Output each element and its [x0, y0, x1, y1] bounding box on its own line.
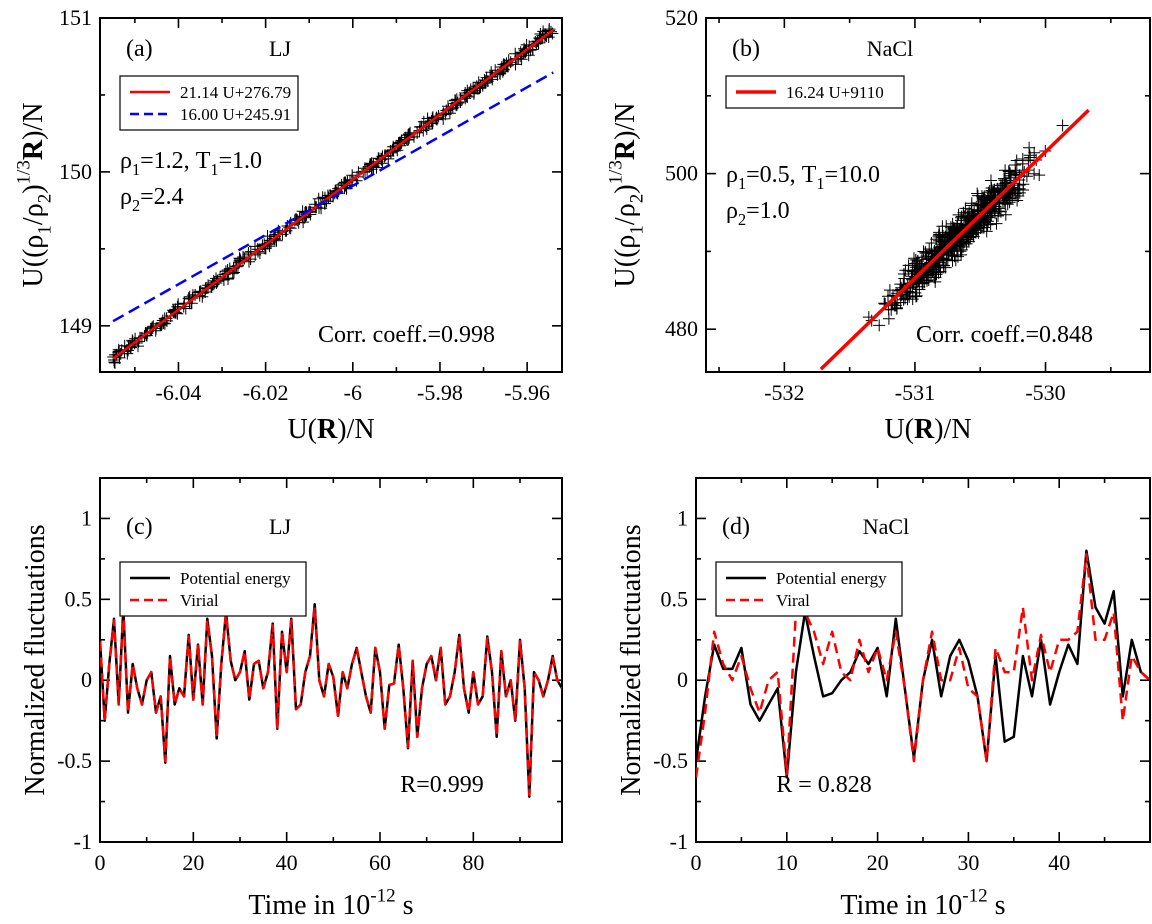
x-tick-label: -6.04: [156, 380, 202, 405]
legend-label: 16.00 U+245.91: [180, 105, 291, 124]
panel-label: (d): [722, 514, 750, 540]
y-tick-label: -0.5: [653, 748, 688, 773]
legend-label: 21.14 U+276.79: [180, 83, 291, 102]
corr-coeff-annotation: Corr. coeff.=0.998: [318, 322, 495, 348]
plot-frame: [695, 477, 1151, 843]
x-tick-label: 20: [182, 850, 204, 875]
x-axis-label: U(R)/N: [884, 414, 971, 445]
legend-label: Virial: [180, 591, 219, 610]
x-tick-label: 20: [867, 850, 889, 875]
corr-coeff-annotation: R = 0.828: [776, 772, 872, 798]
x-tick-label: 0: [95, 850, 106, 875]
x-tick-label: 40: [276, 850, 298, 875]
x-tick-label: -6.02: [243, 380, 289, 405]
x-axis-label: U(R)/N: [287, 414, 374, 445]
panel-label: (b): [732, 36, 760, 62]
x-tick-label: -6: [344, 380, 362, 405]
legend: Potential energy Virial: [119, 561, 307, 617]
corr-coeff-annotation: R=0.999: [400, 772, 484, 798]
y-tick-label: 1: [81, 505, 92, 530]
legend-box: [715, 561, 903, 617]
y-tick-label: 0: [677, 667, 688, 692]
x-tick-label: -530: [1025, 380, 1065, 405]
x-axis-label: Time in 10-12 s: [248, 885, 413, 921]
plot-area: [819, 108, 1090, 371]
y-tick-label: -0.5: [57, 748, 92, 773]
plot-frame: [99, 17, 563, 373]
panel-c: 0 20 40 60 80 -1 -0.5 0 0.5 1 (c) LJ Potential energ…: [20, 477, 563, 921]
panel-b: -532 -531 -530 480 500 520 (b) NaCl 16.24 U+9110…: [605, 5, 1151, 445]
y-tick-label: 0.5: [65, 586, 93, 611]
y-tick-label: 151: [59, 5, 92, 30]
x-tick-label: 10: [776, 850, 798, 875]
params-line-1: ρ1=0.5, T1=10.0: [726, 162, 880, 193]
system-label: LJ: [269, 514, 291, 539]
legend-label: Potential energy: [180, 569, 291, 588]
x-tick-label: -531: [895, 380, 935, 405]
x-tick-label: 80: [462, 850, 484, 875]
y-axis-label: Normalized fluctuations: [20, 524, 51, 795]
y-tick-label: 150: [59, 159, 92, 184]
panel-a: -6.04 -6.02 -6 -5.98 -5.96 149 150 151 (a) LJ 21.1…: [13, 5, 563, 445]
fit-line-1: [819, 108, 1090, 371]
y-tick-label: 500: [665, 161, 698, 186]
legend-label: Viral: [776, 591, 810, 610]
y-axis-label: U((ρ1/ρ2)1/3R)/N: [605, 103, 647, 288]
legend: 16.24 U+9110: [725, 75, 905, 109]
y-axis-label: Normalized fluctuations: [616, 524, 647, 795]
x-tick-label: -5.98: [417, 380, 463, 405]
plot-area: [696, 549, 1150, 779]
y-tick-label: 520: [665, 5, 698, 30]
system-label: NaCl: [867, 36, 913, 61]
legend-box: [119, 75, 299, 131]
y-tick-label: -1: [74, 829, 92, 854]
legend-label: Potential energy: [776, 569, 887, 588]
y-tick-label: 0: [81, 667, 92, 692]
plot-frame: [705, 17, 1151, 373]
params-line-1: ρ1=1.2, T1=1.0: [120, 148, 262, 179]
panel-d: 0 10 20 30 40 -1 -0.5 0 0.5 1 (d) NaCl Potential ene…: [616, 477, 1151, 921]
plot-area: [107, 23, 559, 369]
legend: 21.14 U+276.79 16.00 U+245.91: [119, 75, 299, 131]
y-axis-label: U((ρ1/ρ2)1/3R)/N: [13, 103, 55, 288]
x-tick-label: 30: [957, 850, 979, 875]
fit-line-1: [112, 28, 555, 360]
system-label: LJ: [269, 36, 291, 61]
legend-label: 16.24 U+9110: [786, 83, 884, 102]
x-tick-label: -532: [764, 380, 804, 405]
panel-label: (a): [126, 36, 153, 62]
panel-label: (c): [126, 514, 153, 540]
x-tick-label: 0: [691, 850, 702, 875]
x-axis-label: Time in 10-12 s: [840, 885, 1005, 921]
series-virial: [696, 552, 1150, 778]
y-tick-label: 149: [59, 313, 92, 338]
fit-line-2: [112, 71, 554, 323]
x-tick-label: -5.96: [504, 380, 550, 405]
x-tick-label: 60: [369, 850, 391, 875]
plot-area: [100, 602, 562, 798]
x-tick-label: 40: [1048, 850, 1070, 875]
series-virial: [100, 606, 562, 797]
corr-coeff-annotation: Corr. coeff.=0.848: [916, 322, 1093, 348]
params-line-2: ρ2=1.0: [726, 198, 790, 229]
y-tick-label: 480: [665, 316, 698, 341]
series-potential-energy: [100, 602, 562, 798]
y-tick-label: -1: [670, 829, 688, 854]
legend-box: [119, 561, 307, 617]
legend: Potential energy Viral: [715, 561, 903, 617]
params-line-2: ρ2=2.4: [120, 184, 184, 215]
y-tick-label: 0.5: [661, 586, 689, 611]
y-tick-label: 1: [677, 505, 688, 530]
system-label: NaCl: [863, 514, 909, 539]
